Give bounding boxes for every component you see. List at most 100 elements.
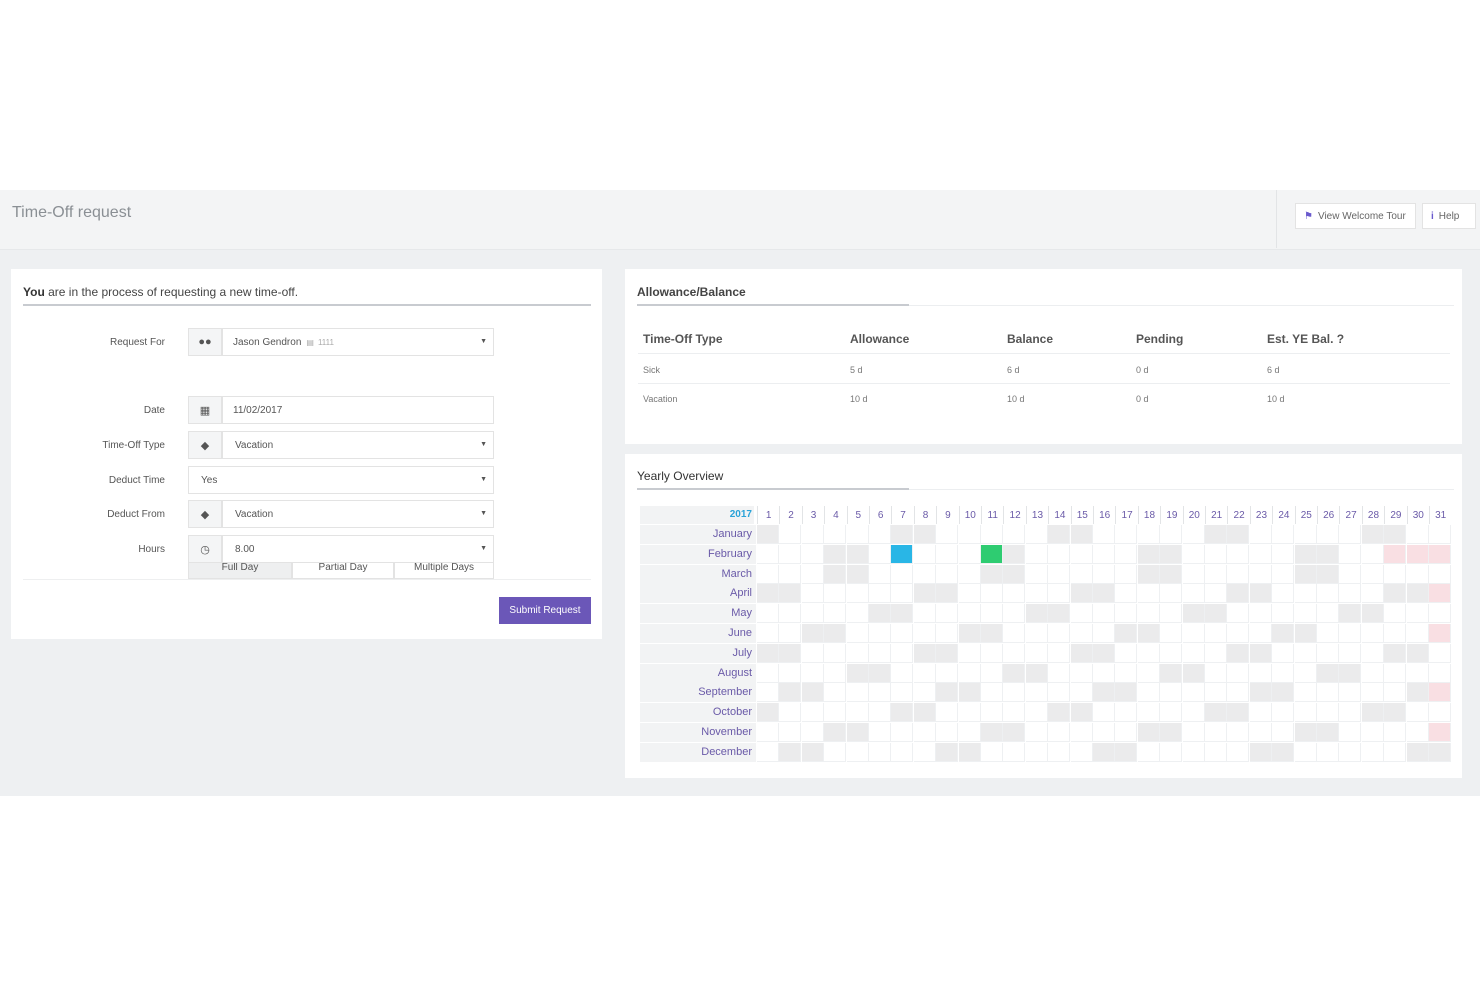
calendar-day-cell[interactable] (1339, 624, 1362, 643)
calendar-day-cell[interactable] (1003, 584, 1026, 604)
calendar-day-cell[interactable] (913, 663, 936, 683)
calendar-day-cell[interactable] (1070, 643, 1093, 663)
calendar-day-cell[interactable] (1025, 584, 1048, 604)
calendar-day-cell[interactable] (1339, 584, 1362, 604)
calendar-day-cell[interactable] (1294, 683, 1317, 703)
calendar-day-cell[interactable] (846, 643, 869, 663)
calendar-day-cell[interactable] (1160, 584, 1183, 604)
calendar-day-cell[interactable] (1182, 564, 1205, 584)
calendar-day-cell[interactable] (757, 703, 779, 723)
calendar-day-cell[interactable] (1227, 683, 1250, 703)
calendar-day-cell[interactable] (1115, 525, 1138, 544)
calendar-day-cell[interactable] (936, 742, 959, 762)
calendar-day-cell[interactable] (1227, 584, 1250, 604)
calendar-day-cell[interactable] (1361, 742, 1384, 762)
calendar-day-cell[interactable] (1249, 742, 1272, 762)
calendar-day-cell[interactable] (1406, 584, 1429, 604)
calendar-day-cell[interactable] (1429, 604, 1451, 624)
calendar-day-cell[interactable] (981, 723, 1003, 742)
calendar-day-cell[interactable] (869, 604, 891, 624)
calendar-day-cell[interactable] (1317, 643, 1339, 663)
calendar-day-cell[interactable] (1294, 723, 1317, 742)
calendar-day-cell[interactable] (1025, 604, 1048, 624)
calendar-day-cell[interactable] (846, 703, 869, 723)
calendar-day-cell[interactable] (891, 584, 914, 604)
calendar-day-cell[interactable] (1294, 742, 1317, 762)
calendar-day-cell[interactable] (1406, 683, 1429, 703)
calendar-day-cell[interactable] (1249, 683, 1272, 703)
calendar-day-cell[interactable] (1205, 624, 1227, 643)
calendar-day-cell[interactable] (1160, 624, 1183, 643)
calendar-day-cell[interactable] (1384, 663, 1407, 683)
calendar-day-cell[interactable] (1115, 723, 1138, 742)
calendar-day-cell[interactable] (1205, 525, 1227, 544)
calendar-day-cell[interactable] (981, 683, 1003, 703)
calendar-day-cell[interactable] (1227, 624, 1250, 643)
calendar-day-cell[interactable] (1070, 683, 1093, 703)
calendar-day-cell[interactable] (779, 604, 802, 624)
calendar-day-cell[interactable] (1137, 544, 1160, 564)
view-welcome-tour-button[interactable]: ⚑ View Welcome Tour (1295, 203, 1416, 229)
calendar-day-cell[interactable] (801, 544, 824, 564)
calendar-day-cell[interactable] (981, 564, 1003, 584)
calendar-day-cell[interactable] (1227, 604, 1250, 624)
calendar-day-cell[interactable] (801, 564, 824, 584)
calendar-day-cell[interactable] (1294, 584, 1317, 604)
calendar-day-cell[interactable] (891, 663, 914, 683)
calendar-day-cell[interactable] (1160, 544, 1183, 564)
calendar-day-cell[interactable] (1406, 742, 1429, 762)
calendar-day-cell[interactable] (869, 723, 891, 742)
date-input[interactable]: 11/02/2017 (222, 396, 494, 424)
calendar-day-cell[interactable] (1048, 663, 1071, 683)
calendar-day-cell[interactable] (1361, 584, 1384, 604)
calendar-day-cell[interactable] (1137, 683, 1160, 703)
calendar-day-cell[interactable] (824, 525, 847, 544)
calendar-day-cell[interactable] (1294, 663, 1317, 683)
calendar-day-cell[interactable] (1317, 604, 1339, 624)
calendar-day-cell[interactable] (958, 624, 981, 643)
calendar-day-cell[interactable] (869, 544, 891, 564)
calendar-day-cell[interactable] (1249, 584, 1272, 604)
calendar-day-cell[interactable] (1182, 643, 1205, 663)
calendar-day-cell[interactable] (1249, 643, 1272, 663)
calendar-day-cell[interactable] (1025, 624, 1048, 643)
calendar-day-cell[interactable] (1384, 624, 1407, 643)
calendar-day-cell[interactable] (1137, 604, 1160, 624)
calendar-day-cell[interactable] (1384, 742, 1407, 762)
calendar-day-cell[interactable] (1048, 742, 1071, 762)
calendar-day-cell[interactable] (824, 544, 847, 564)
calendar-day-cell[interactable] (936, 624, 959, 643)
calendar-day-cell[interactable] (757, 544, 779, 564)
calendar-day-cell[interactable] (1182, 723, 1205, 742)
calendar-day-cell[interactable] (1339, 525, 1362, 544)
calendar-day-cell[interactable] (801, 584, 824, 604)
calendar-day-cell[interactable] (891, 742, 914, 762)
calendar-day-cell[interactable] (1137, 624, 1160, 643)
calendar-day-cell[interactable] (1025, 544, 1048, 564)
calendar-day-cell[interactable] (1205, 683, 1227, 703)
calendar-day-cell[interactable] (1115, 604, 1138, 624)
calendar-day-cell[interactable] (1272, 703, 1295, 723)
calendar-day-cell[interactable] (1070, 723, 1093, 742)
calendar-day-cell[interactable] (936, 703, 959, 723)
calendar-day-cell[interactable] (1339, 604, 1362, 624)
calendar-day-cell[interactable] (1205, 742, 1227, 762)
calendar-day-cell[interactable] (801, 723, 824, 742)
calendar-day-cell[interactable] (779, 742, 802, 762)
calendar-day-cell[interactable] (1093, 643, 1115, 663)
calendar-day-cell[interactable] (1361, 723, 1384, 742)
calendar-day-cell[interactable] (1294, 604, 1317, 624)
calendar-day-cell[interactable] (757, 683, 779, 703)
calendar-day-cell[interactable] (1093, 584, 1115, 604)
calendar-day-cell[interactable] (1406, 624, 1429, 643)
calendar-day-cell[interactable] (1093, 564, 1115, 584)
calendar-day-cell[interactable] (1160, 663, 1183, 683)
calendar-day-cell[interactable] (1025, 564, 1048, 584)
calendar-day-cell[interactable] (757, 643, 779, 663)
calendar-day-cell[interactable] (757, 604, 779, 624)
calendar-day-cell[interactable] (1384, 703, 1407, 723)
calendar-day-cell[interactable] (913, 584, 936, 604)
calendar-day-cell[interactable] (1093, 742, 1115, 762)
calendar-day-cell[interactable] (779, 643, 802, 663)
deduct-from-select[interactable]: Vacation ▼ (222, 500, 494, 528)
